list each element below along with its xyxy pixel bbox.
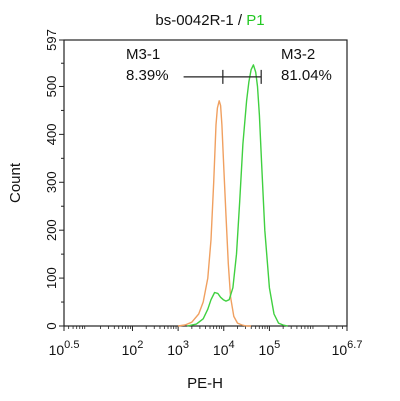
y-tick-label: 597 <box>44 29 59 51</box>
y-axis-label: Count <box>7 162 24 203</box>
y-tick-label: 100 <box>44 267 59 289</box>
y-axis-ticks: 0 100 200 300 400 500 597 <box>44 29 64 330</box>
series-line-1 <box>177 100 252 327</box>
y-tick-label: 0 <box>44 322 59 329</box>
x-tick-label: 102 <box>122 339 144 358</box>
series-line-2 <box>187 64 288 327</box>
x-tick-label: 105 <box>259 339 281 358</box>
x-axis-ticks: 100.5 102 103 104 105 106.7 <box>49 326 363 358</box>
gate-marker <box>183 69 262 84</box>
gate-left-name: M3-1 <box>126 46 160 63</box>
title-separator: / <box>234 12 247 29</box>
y-tick-label: 200 <box>44 219 59 241</box>
gate-right-percent: 81.04% <box>281 67 332 84</box>
x-tick-label: 100.5 <box>49 339 80 358</box>
x-axis-label: PE-H <box>187 375 223 392</box>
title-sample: bs-0042R-1 <box>155 12 233 29</box>
x-tick-label: 106.7 <box>332 339 363 358</box>
histogram-series <box>177 64 288 327</box>
x-tick-label: 104 <box>213 339 235 358</box>
gate-right-name: M3-2 <box>281 46 315 63</box>
y-tick-label: 400 <box>44 124 59 146</box>
y-tick-label: 300 <box>44 171 59 193</box>
x-tick-label: 103 <box>167 339 189 358</box>
gate-left-percent: 8.39% <box>126 67 169 84</box>
y-tick-label: 500 <box>44 76 59 98</box>
chart-title: bs-0042R-1 / P1 <box>155 12 264 29</box>
title-gate: P1 <box>246 12 264 29</box>
